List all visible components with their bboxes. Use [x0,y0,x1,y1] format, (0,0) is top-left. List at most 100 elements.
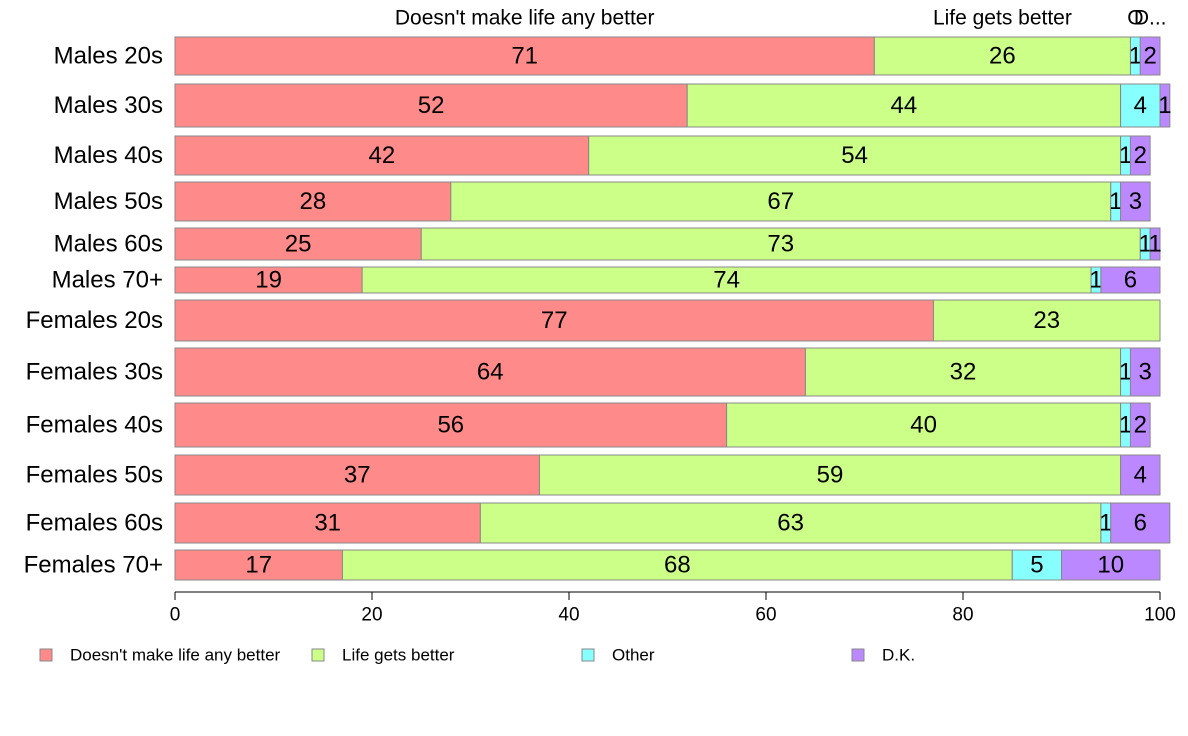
row-label: Males 50s [54,188,163,215]
bar-segment [174,402,728,448]
data-label: 71 [511,43,538,70]
bar-segment [174,454,540,496]
data-label: 1 [1089,267,1102,294]
data-label: 17 [245,552,272,579]
x-tick-label: 40 [558,605,579,626]
data-label: 1 [1158,92,1171,119]
legend-swatch [39,648,53,662]
legend-label: Other [612,646,655,665]
top-label: Life gets better [933,7,1072,30]
bar-segment [1120,454,1161,496]
bar-segment [932,299,1161,342]
legend-swatch [851,648,865,662]
data-label: 64 [477,359,504,386]
bar-segment [538,454,1122,496]
data-label: 2 [1143,43,1156,70]
data-label: 1 [1109,188,1122,215]
data-label: 1 [1148,231,1161,258]
data-label: 1 [1119,412,1132,439]
legend-swatch [311,648,325,662]
bar-segment [450,181,1112,222]
data-label: 56 [437,412,464,439]
data-label: 23 [1033,307,1060,334]
bar-segment [420,227,1141,261]
data-label: 68 [664,552,691,579]
data-label: 42 [368,142,395,169]
data-label: 3 [1139,359,1152,386]
bar-segment [174,502,481,544]
bar-segment [174,266,363,294]
data-label: 1 [1099,510,1112,537]
x-tick-label: 100 [1144,605,1176,626]
bar-segment [174,135,590,176]
x-tick-label: 60 [755,605,776,626]
data-label: 74 [713,267,740,294]
data-label: 37 [344,462,371,489]
row-label: Males 20s [54,43,163,70]
bar-segment [174,181,452,222]
legend-label: Doesn't make life any better [70,646,281,665]
row-label: Females 60s [26,510,163,537]
bar-segment [174,347,806,397]
data-label: 1 [1139,231,1152,258]
bar-segment [588,135,1122,176]
row-label: Males 70+ [52,267,163,294]
data-label: 31 [314,510,341,537]
data-label: 2 [1134,412,1147,439]
bar-segment [1129,347,1161,397]
top-label: O [1127,7,1143,30]
bar-segment [479,502,1102,544]
data-label: 4 [1134,462,1147,489]
bar-segment [341,549,1013,581]
legend-label: D.K. [882,646,915,665]
x-tick-label: 0 [170,605,181,626]
bar-segment [1129,135,1151,176]
data-label: 52 [418,92,445,119]
data-label: 32 [950,359,977,386]
data-label: 1 [1119,142,1132,169]
bar-segment [1110,502,1171,544]
bar-segment [1139,36,1161,76]
data-label: 54 [841,142,868,169]
row-labels: Males 20s Males 30s Males 40s Males 50s Male… [24,43,163,579]
data-label: 28 [300,188,327,215]
data-label: 10 [1097,552,1124,579]
x-tick-label: 20 [361,605,382,626]
x-tick-label: 80 [952,605,973,626]
data-label: 77 [541,307,568,334]
data-label: 3 [1129,188,1142,215]
data-label: 59 [817,462,844,489]
data-label: 73 [767,231,794,258]
top-label: Doesn't make life any better [395,7,655,30]
data-label: 5 [1030,552,1043,579]
top-labels: Doesn't make life any better Life gets be… [395,7,1167,30]
bar-segment [174,227,422,261]
data-label: 44 [891,92,918,119]
row-label: Males 60s [54,231,163,258]
legend: Doesn't make life any better Life gets be… [39,646,915,665]
row-label: Males 30s [54,92,163,119]
data-label: 1 [1129,43,1142,70]
data-label: 63 [777,510,804,537]
bar-segment [1061,549,1161,581]
row-label: Females 30s [26,359,163,386]
data-label: 40 [910,412,937,439]
bar-segment [1120,181,1151,222]
row-label: Females 40s [26,412,163,439]
row-label: Males 40s [54,142,163,169]
bar-segment [804,347,1122,397]
bar-segment [873,36,1131,76]
top-label: D... [1134,7,1167,30]
bar-segment [174,299,934,342]
data-label: 1 [1119,359,1132,386]
x-axis: 0 20 40 60 80 100 [170,591,1176,626]
data-label: 2 [1134,142,1147,169]
bar-segment [1159,83,1171,128]
row-label: Females 50s [26,462,163,489]
data-label: 4 [1134,92,1147,119]
row-label: Females 20s [26,307,163,334]
bar-segment [726,402,1122,448]
row-label: Females 70+ [24,552,163,579]
